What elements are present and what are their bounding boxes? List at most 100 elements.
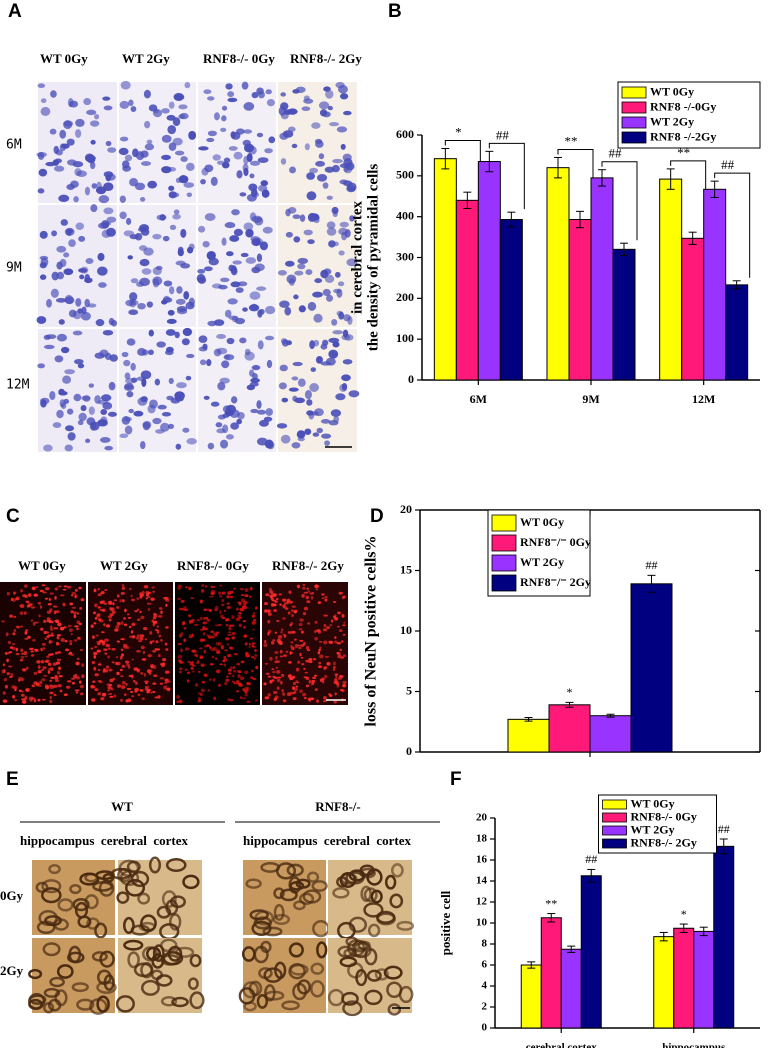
cell	[342, 624, 346, 627]
cell	[42, 698, 46, 701]
cell	[188, 636, 193, 639]
cell	[176, 382, 187, 389]
cell	[24, 655, 28, 658]
cell	[76, 627, 79, 631]
cell	[108, 668, 113, 672]
y-tick-label: 400	[396, 208, 414, 222]
cell	[78, 586, 82, 590]
cell	[263, 643, 268, 648]
cell	[233, 681, 236, 684]
legend-label: WT 0Gy	[520, 515, 564, 529]
cell	[147, 654, 152, 658]
cell	[250, 408, 259, 414]
cell	[290, 644, 293, 648]
cell	[21, 690, 24, 693]
column-label: WT 2Gy	[122, 51, 170, 66]
cell	[121, 584, 125, 587]
cell	[359, 864, 375, 877]
cell	[147, 591, 152, 595]
cell	[94, 603, 98, 608]
cell	[24, 630, 28, 635]
cell	[260, 940, 272, 953]
cell	[331, 319, 338, 326]
significance-label: ##	[718, 822, 730, 836]
cell	[11, 646, 16, 650]
cell	[204, 627, 208, 631]
cell	[128, 408, 134, 414]
cell	[226, 675, 229, 679]
cell	[129, 292, 138, 302]
cell	[272, 675, 276, 679]
cell	[93, 622, 97, 625]
cell	[208, 257, 219, 266]
cell	[277, 676, 282, 679]
cell	[310, 367, 317, 372]
cell	[92, 881, 113, 892]
cell	[144, 638, 148, 641]
error-bar	[699, 926, 708, 937]
cell	[1, 620, 5, 623]
cell	[315, 140, 324, 148]
cell	[298, 646, 302, 650]
cell	[165, 603, 168, 608]
cell	[152, 109, 163, 118]
cell	[97, 266, 108, 276]
cell	[334, 271, 341, 278]
cell	[221, 105, 228, 111]
cell	[64, 444, 73, 452]
cell	[161, 890, 177, 908]
cell	[175, 443, 182, 450]
cell	[312, 657, 317, 661]
cell	[93, 654, 97, 659]
cell	[273, 887, 285, 900]
cell	[273, 609, 277, 612]
cell	[2, 699, 8, 703]
cell	[24, 629, 29, 632]
cell	[39, 274, 47, 280]
cell	[63, 626, 67, 629]
cell	[142, 421, 151, 431]
cell	[199, 599, 203, 604]
cell	[301, 662, 305, 666]
cell	[280, 628, 284, 631]
cell	[249, 160, 261, 166]
cell	[127, 665, 131, 669]
cell	[277, 270, 287, 276]
cell	[24, 695, 28, 700]
cell	[97, 679, 102, 683]
cell	[15, 652, 20, 656]
error-bar	[688, 231, 697, 245]
cell	[165, 648, 169, 651]
cell	[139, 689, 143, 692]
cell	[249, 212, 257, 222]
cell	[63, 398, 70, 405]
cell	[298, 892, 315, 905]
cell	[60, 626, 65, 631]
cell	[265, 305, 276, 315]
cell	[221, 591, 226, 595]
cell	[307, 590, 310, 593]
cell	[224, 649, 229, 652]
cell	[165, 626, 169, 629]
cell	[288, 590, 292, 594]
cell	[188, 130, 197, 140]
cell	[70, 653, 75, 656]
cell	[20, 625, 23, 628]
cell	[47, 662, 52, 666]
cell	[330, 409, 342, 417]
cell	[301, 587, 306, 590]
cell	[39, 255, 49, 261]
legend-swatch	[491, 534, 517, 552]
legend-swatch	[602, 799, 627, 810]
cell	[299, 689, 303, 694]
error-bar	[598, 169, 606, 187]
cell	[156, 629, 160, 634]
cell	[311, 880, 328, 892]
cell	[155, 974, 173, 987]
cell	[179, 667, 183, 671]
cell	[264, 601, 268, 606]
cell	[120, 668, 123, 672]
x-tick-label: 6M	[470, 392, 487, 406]
cell	[309, 167, 319, 174]
cell	[163, 685, 168, 690]
